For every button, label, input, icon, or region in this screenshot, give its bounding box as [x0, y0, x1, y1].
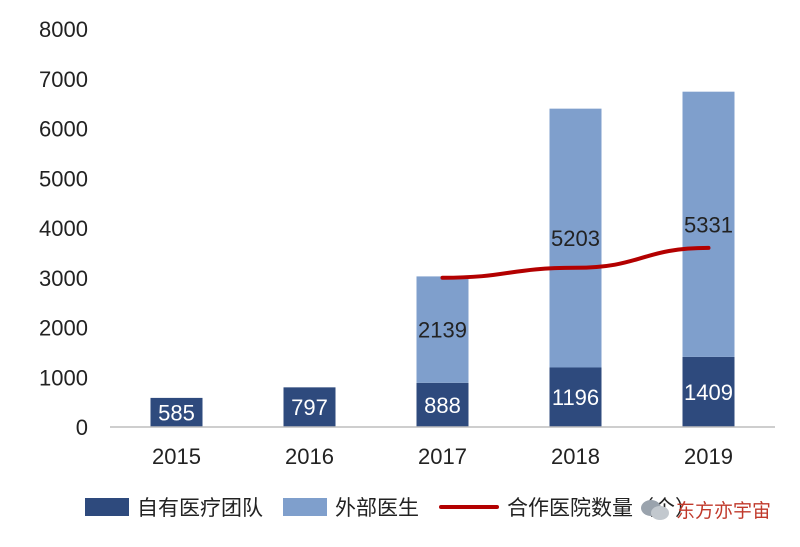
x-tick-label: 2017	[418, 444, 467, 469]
x-tick-label: 2015	[152, 444, 201, 469]
y-tick-label: 0	[76, 415, 88, 440]
bar-own-team	[682, 356, 735, 427]
source-watermark: 东方亦宇宙	[640, 496, 771, 523]
legend-swatch-partner-hospitals	[439, 505, 499, 509]
legend: 自有医疗团队 外部医生 合作医院数量（个）	[85, 490, 716, 524]
bar-external-doctors	[549, 108, 602, 368]
y-tick-label: 5000	[39, 166, 88, 191]
data-label-external-doctors: 5203	[551, 226, 600, 251]
bars	[150, 91, 735, 427]
data-label-own-team: 888	[424, 393, 461, 418]
x-tick-label: 2018	[551, 444, 600, 469]
bar-own-team	[150, 397, 203, 427]
y-tick-label: 7000	[39, 67, 88, 92]
legend-label-external-doctors: 外部医生	[335, 496, 419, 520]
chart: 0 1000 2000 3000 4000 5000 6000 7000 8000 585 797…	[39, 17, 775, 469]
legend-item-external-doctors: 外部医生	[283, 492, 419, 522]
data-label-own-team: 585	[158, 400, 195, 425]
bar-external-doctors	[416, 276, 469, 383]
bar-own-team	[283, 387, 336, 427]
legend-swatch-external-doctors	[283, 498, 327, 516]
legend-item-own-team: 自有医疗团队	[85, 492, 263, 522]
line-partner-hospitals	[440, 245, 711, 280]
x-tick-label: 2016	[285, 444, 334, 469]
wechat-icon	[641, 499, 669, 520]
y-tick-label: 1000	[39, 365, 88, 390]
bar-external-doctors	[682, 91, 735, 357]
data-label-own-team: 1196	[552, 385, 599, 410]
bar-own-team	[549, 367, 602, 427]
data-label-own-team: 1409	[684, 380, 733, 405]
y-tick-label: 8000	[39, 17, 88, 42]
y-axis-ticks: 0 1000 2000 3000 4000 5000 6000 7000 8000	[39, 17, 88, 440]
x-tick-label: 2019	[684, 444, 733, 469]
data-label-own-team: 797	[291, 395, 328, 420]
y-tick-label: 2000	[39, 316, 88, 341]
source-text: 东方亦宇宙	[676, 500, 772, 522]
x-axis-ticks: 2015 2016 2017 2018 2019	[152, 444, 733, 469]
y-tick-label: 3000	[39, 266, 88, 291]
line-series	[440, 245, 711, 280]
data-labels: 585 797 888 2139 1196 5203 1409 5331	[158, 212, 733, 425]
legend-label-own-team: 自有医疗团队	[137, 496, 263, 520]
bar-own-team	[416, 382, 469, 427]
legend-swatch-own-team	[85, 498, 129, 516]
data-label-external-doctors: 2139	[418, 318, 467, 343]
data-label-external-doctors: 5331	[684, 212, 733, 237]
y-tick-label: 6000	[39, 117, 88, 142]
y-tick-label: 4000	[39, 216, 88, 241]
